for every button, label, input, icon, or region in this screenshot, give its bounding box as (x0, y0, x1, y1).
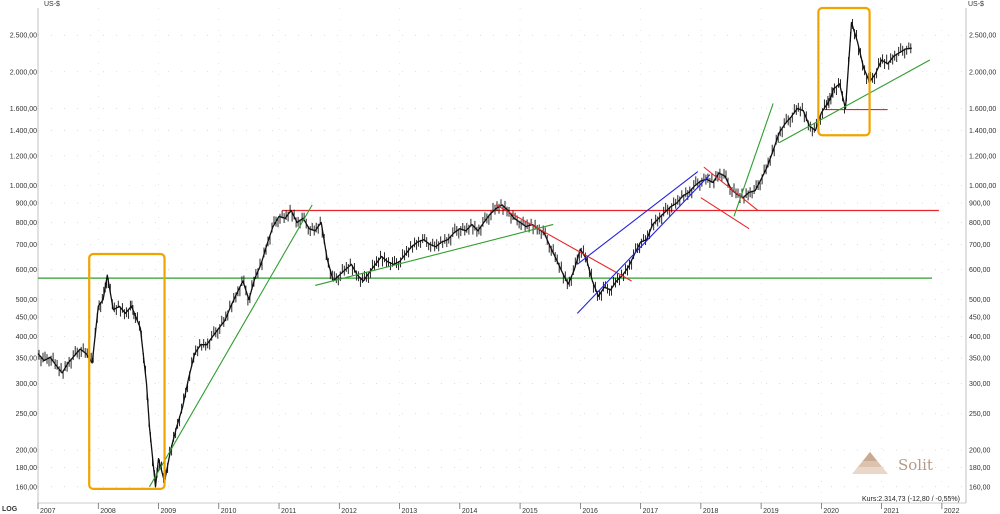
trend-line (315, 223, 554, 286)
y-tick-label-right: 250,00 (969, 411, 991, 418)
y-tick-label-right: 450,00 (969, 314, 991, 321)
y-tick-label-left: 600,00 (16, 267, 38, 274)
trend-line (703, 166, 759, 211)
x-axis: 2007 2008 2009 2010 2011 2012 2013 2014 2015 2016… (37, 503, 960, 514)
price-series (37, 19, 912, 488)
y-tick-label-left: 500,00 (16, 297, 38, 304)
x-tick-label: 2009 (161, 508, 177, 514)
x-tick-label: 2019 (763, 508, 779, 514)
x-tick-label: 2007 (40, 508, 56, 514)
y-tick-label-right: 180,00 (969, 465, 991, 472)
x-tick-label: 2022 (944, 508, 960, 514)
x-tick-label: 2010 (221, 508, 237, 514)
y-tick-label-right: 500,00 (969, 297, 991, 304)
y-tick-label-left: 200,00 (16, 448, 38, 455)
last-price-label: Kurs:2.314,73 (-12,80 / -0,55%) (862, 496, 960, 503)
y-tick-label-left: 1.400,00 (10, 128, 37, 135)
trend-line (495, 204, 632, 282)
y-tick-label-right: 160,00 (969, 484, 991, 491)
trend-line (576, 174, 711, 314)
y-tick-label-left: 800,00 (16, 220, 38, 227)
y-tick-label-left: 900,00 (16, 201, 38, 208)
x-tick-label: 2018 (703, 508, 719, 514)
y-tick-label-right: 600,00 (969, 267, 991, 274)
highlight-boxes (88, 6, 871, 490)
trend-lines (149, 59, 931, 488)
log-scale-label: LOG (2, 506, 18, 513)
support-resistance-lines (38, 108, 939, 279)
trend-line (700, 197, 750, 230)
y-tick-label-right: 2.500,00 (969, 33, 996, 40)
unit-label-right: US-$ (968, 1, 984, 8)
y-tick-label-left: 1.600,00 (10, 106, 37, 113)
y-tick-label-right: 1.000,00 (969, 183, 996, 190)
x-tick-label: 2020 (823, 508, 839, 514)
y-tick-label-left: 2.500,00 (10, 33, 37, 40)
y-tick-label-left: 700,00 (16, 242, 38, 249)
x-tick-label: 2021 (884, 508, 900, 514)
y-axis: 160,00 160,00 180,00 180,00 200,00 200,00 250,… (10, 33, 997, 492)
pyramid-icon (852, 452, 888, 474)
trend-line (149, 204, 313, 488)
y-tick-label-left: 350,00 (16, 356, 38, 363)
y-tick-label-right: 800,00 (969, 220, 991, 227)
y-tick-label-right: 1.400,00 (969, 128, 996, 135)
y-tick-label-right: 900,00 (969, 201, 991, 208)
y-tick-label-right: 200,00 (969, 448, 991, 455)
y-tick-label-left: 1.200,00 (10, 153, 37, 160)
y-tick-label-right: 1.600,00 (969, 106, 996, 113)
watermark-text: Solit (898, 456, 933, 474)
unit-label-left: US-$ (44, 1, 60, 8)
price-line (37, 21, 912, 488)
x-tick-label: 2008 (100, 508, 116, 514)
y-tick-label-left: 250,00 (16, 411, 38, 418)
y-tick-label-left: 160,00 (16, 484, 38, 491)
x-tick-label: 2012 (341, 508, 357, 514)
y-tick-label-left: 300,00 (16, 381, 38, 388)
y-tick-label-right: 700,00 (969, 242, 991, 249)
y-tick-label-right: 400,00 (969, 334, 991, 341)
highlight-box (88, 252, 166, 490)
x-tick-label: 2014 (462, 508, 478, 514)
x-tick-label: 2011 (281, 508, 296, 514)
x-tick-label: 2013 (402, 508, 418, 514)
watermark-logo: Solit (852, 452, 933, 474)
y-tick-label-right: 2.000,00 (969, 69, 996, 76)
x-tick-label: 2016 (582, 508, 598, 514)
y-tick-label-left: 2.000,00 (10, 69, 37, 76)
y-tick-label-right: 1.200,00 (969, 153, 996, 160)
trend-line (576, 171, 699, 265)
y-tick-label-left: 180,00 (16, 465, 38, 472)
highlight-box (817, 6, 871, 137)
trend-line (778, 59, 931, 144)
y-tick-label-left: 450,00 (16, 314, 38, 321)
y-tick-label-left: 1.000,00 (10, 183, 37, 190)
y-tick-label-right: 300,00 (969, 381, 991, 388)
y-tick-label-right: 350,00 (969, 356, 991, 363)
trend-line (733, 103, 774, 217)
y-tick-label-left: 400,00 (16, 334, 38, 341)
x-tick-label: 2017 (643, 508, 659, 514)
grid-layer (37, 8, 967, 504)
x-tick-label: 2015 (522, 508, 538, 514)
